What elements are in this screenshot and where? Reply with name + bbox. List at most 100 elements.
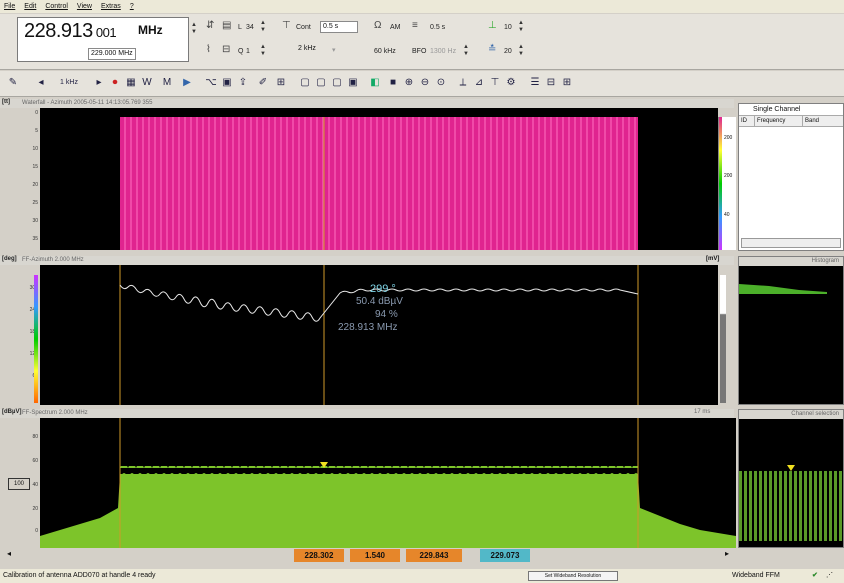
azimuth-plot[interactable]: 299 ° 50.4 dBµV 94 % 228.913 MHz: [40, 265, 718, 405]
status-message: Calibration of antenna ADD070 at handle …: [3, 572, 156, 579]
azimuth-level-bar: [718, 265, 736, 405]
att-spin[interactable]: ▲ ▼: [518, 20, 524, 33]
list-icon[interactable]: ☰: [530, 77, 540, 88]
azimuth-trace: [119, 265, 639, 405]
span-combo[interactable]: 60 kHz: [374, 48, 396, 55]
view2-icon[interactable]: ▢: [316, 77, 326, 88]
record-icon[interactable]: ⏺: [112, 77, 118, 88]
channel-list-scrollbar[interactable]: [741, 238, 841, 248]
bfo-spin[interactable]: ▲ ▼: [463, 44, 469, 57]
tool-icon[interactable]: ⊤: [490, 77, 500, 88]
spectrum-yaxis: 80 60 40 20 0 100: [0, 418, 40, 548]
spectrum-header: FF-Spectrum 2.000 MHz [dBµV] 17 ms: [0, 409, 734, 418]
step-right-icon[interactable]: ▸: [96, 77, 102, 88]
waterfall-ytick: 30: [32, 218, 38, 224]
frequency-step-combo[interactable]: 229.000 MHz: [88, 48, 136, 60]
dial-a-label: L: [238, 24, 242, 31]
thr-spin[interactable]: ▲ ▼: [518, 44, 524, 57]
grip-icon: ⋰: [826, 572, 833, 579]
save-icon[interactable]: ▣: [222, 77, 232, 88]
chart-icon[interactable]: ⊞: [276, 77, 286, 88]
frequency-display[interactable]: 228.913 001 MHz 229.000 MHz: [17, 17, 189, 62]
zoom-in-icon[interactable]: ⊕: [404, 77, 414, 88]
spectrum-title: FF-Spectrum 2.000 MHz: [0, 409, 734, 418]
measure-icon[interactable]: ⟂: [459, 77, 467, 88]
waterfall-ytick: 0: [35, 110, 38, 116]
threshold-icon: ≛: [488, 44, 497, 55]
spectrum-ytick: 60: [32, 458, 38, 464]
center-frequency[interactable]: 229.073: [480, 549, 530, 562]
waterfall-plot[interactable]: [40, 117, 718, 250]
spectrum-plot[interactable]: [40, 418, 736, 548]
view1-icon[interactable]: ▢: [300, 77, 310, 88]
channel-icon[interactable]: ⊞: [562, 77, 572, 88]
histogram-title: Histogram: [739, 257, 843, 266]
col-id[interactable]: ID: [739, 116, 755, 126]
open-icon[interactable]: ⌥: [205, 77, 217, 88]
wideband-icon[interactable]: W: [142, 77, 152, 88]
waterfall-yaxis: 0 5 10 15 20 25 30 35: [0, 108, 40, 250]
mode-label: Wideband FFM: [732, 572, 780, 579]
pen-icon[interactable]: ✎: [8, 77, 18, 88]
azimuth-ytick: 300: [30, 285, 38, 291]
channel-selection-title: Channel selection: [739, 410, 843, 419]
menu-help[interactable]: ?: [129, 3, 134, 10]
menu-edit[interactable]: Edit: [24, 3, 37, 10]
bandwidth-combo[interactable]: 2 kHz: [298, 45, 316, 52]
frequency-spin[interactable]: ▲ ▼: [191, 22, 197, 35]
view4-icon[interactable]: ▣: [348, 77, 358, 88]
display-icon[interactable]: ■: [389, 77, 397, 88]
dial-a-spin[interactable]: ▲ ▼: [260, 20, 266, 33]
col-band[interactable]: Band: [805, 118, 820, 124]
settings-icon[interactable]: ⚙: [506, 77, 516, 88]
export-icon[interactable]: ⇪: [238, 77, 248, 88]
marker-icon[interactable]: M: [162, 77, 172, 88]
spectrum-ytick: 40: [32, 482, 38, 488]
channel-list-header: ID Frequency Band: [739, 116, 843, 127]
menu-file[interactable]: File: [4, 3, 16, 10]
view3-icon[interactable]: ▢: [332, 77, 342, 88]
waterfall-header: Waterfall - Azimuth 2005-05-11 14:13:05.…: [0, 99, 734, 108]
start-frequency[interactable]: 228.302: [294, 549, 344, 562]
azimuth-ytick: 180: [30, 329, 38, 335]
demod-combo[interactable]: AM: [390, 24, 401, 31]
step-icon[interactable]: ⇵: [206, 20, 215, 31]
edit-icon[interactable]: ✐: [258, 77, 268, 88]
menu-extras[interactable]: Extras: [100, 3, 121, 10]
azimuth-ytick: 120: [30, 351, 38, 357]
cont-combo[interactable]: 0.5 s: [320, 21, 358, 33]
table-icon[interactable]: ⊟: [546, 77, 556, 88]
scale-icon[interactable]: ⊟: [222, 44, 231, 55]
scroll-left-icon[interactable]: ◂: [7, 549, 12, 558]
ok-icon[interactable]: ✔: [812, 572, 818, 579]
scroll-right-icon[interactable]: ▸: [725, 549, 730, 558]
layout-icon[interactable]: ◧: [370, 77, 380, 88]
azimuth-ytick: 240: [30, 307, 38, 313]
zoom-out-icon[interactable]: ⊖: [420, 77, 430, 88]
azimuth-corner-label: [mV]: [706, 256, 720, 262]
level-readout: 50.4 dBµV: [356, 296, 403, 307]
waterfall-top-strip: [40, 108, 718, 117]
spectrum-ytick: 20: [32, 506, 38, 512]
menu-view[interactable]: View: [76, 3, 92, 10]
waterfall-btn-icon[interactable]: ▦: [126, 77, 136, 88]
dial-b-label: Q: [238, 48, 244, 55]
step-combo[interactable]: 1 kHz: [60, 79, 78, 86]
dial-a-value: 34: [246, 24, 254, 31]
bandwidth-aux: ▾: [332, 47, 336, 54]
col-frequency[interactable]: Frequency: [755, 116, 803, 126]
ruler-icon[interactable]: ⊿: [474, 77, 484, 88]
step-left-icon[interactable]: ◂: [38, 77, 44, 88]
meas-time-combo[interactable]: 0.5 s: [430, 24, 446, 31]
spectrum-ytick: 80: [32, 434, 38, 440]
grid-icon[interactable]: ▤: [222, 20, 232, 31]
ref-level-marker[interactable]: 100: [8, 478, 30, 490]
stop-frequency[interactable]: 229.843: [406, 549, 462, 562]
span-frequency[interactable]: 1.540: [350, 549, 400, 562]
menu-control[interactable]: Control: [45, 3, 68, 10]
wideband-resolution-button[interactable]: Set Wideband Resolution: [528, 571, 618, 581]
play-icon[interactable]: ▶: [183, 77, 191, 88]
dial-b-spin[interactable]: ▲ ▼: [260, 44, 266, 57]
filter-icon[interactable]: ⌇: [206, 44, 211, 55]
zoom-fit-icon[interactable]: ⊙: [436, 77, 446, 88]
